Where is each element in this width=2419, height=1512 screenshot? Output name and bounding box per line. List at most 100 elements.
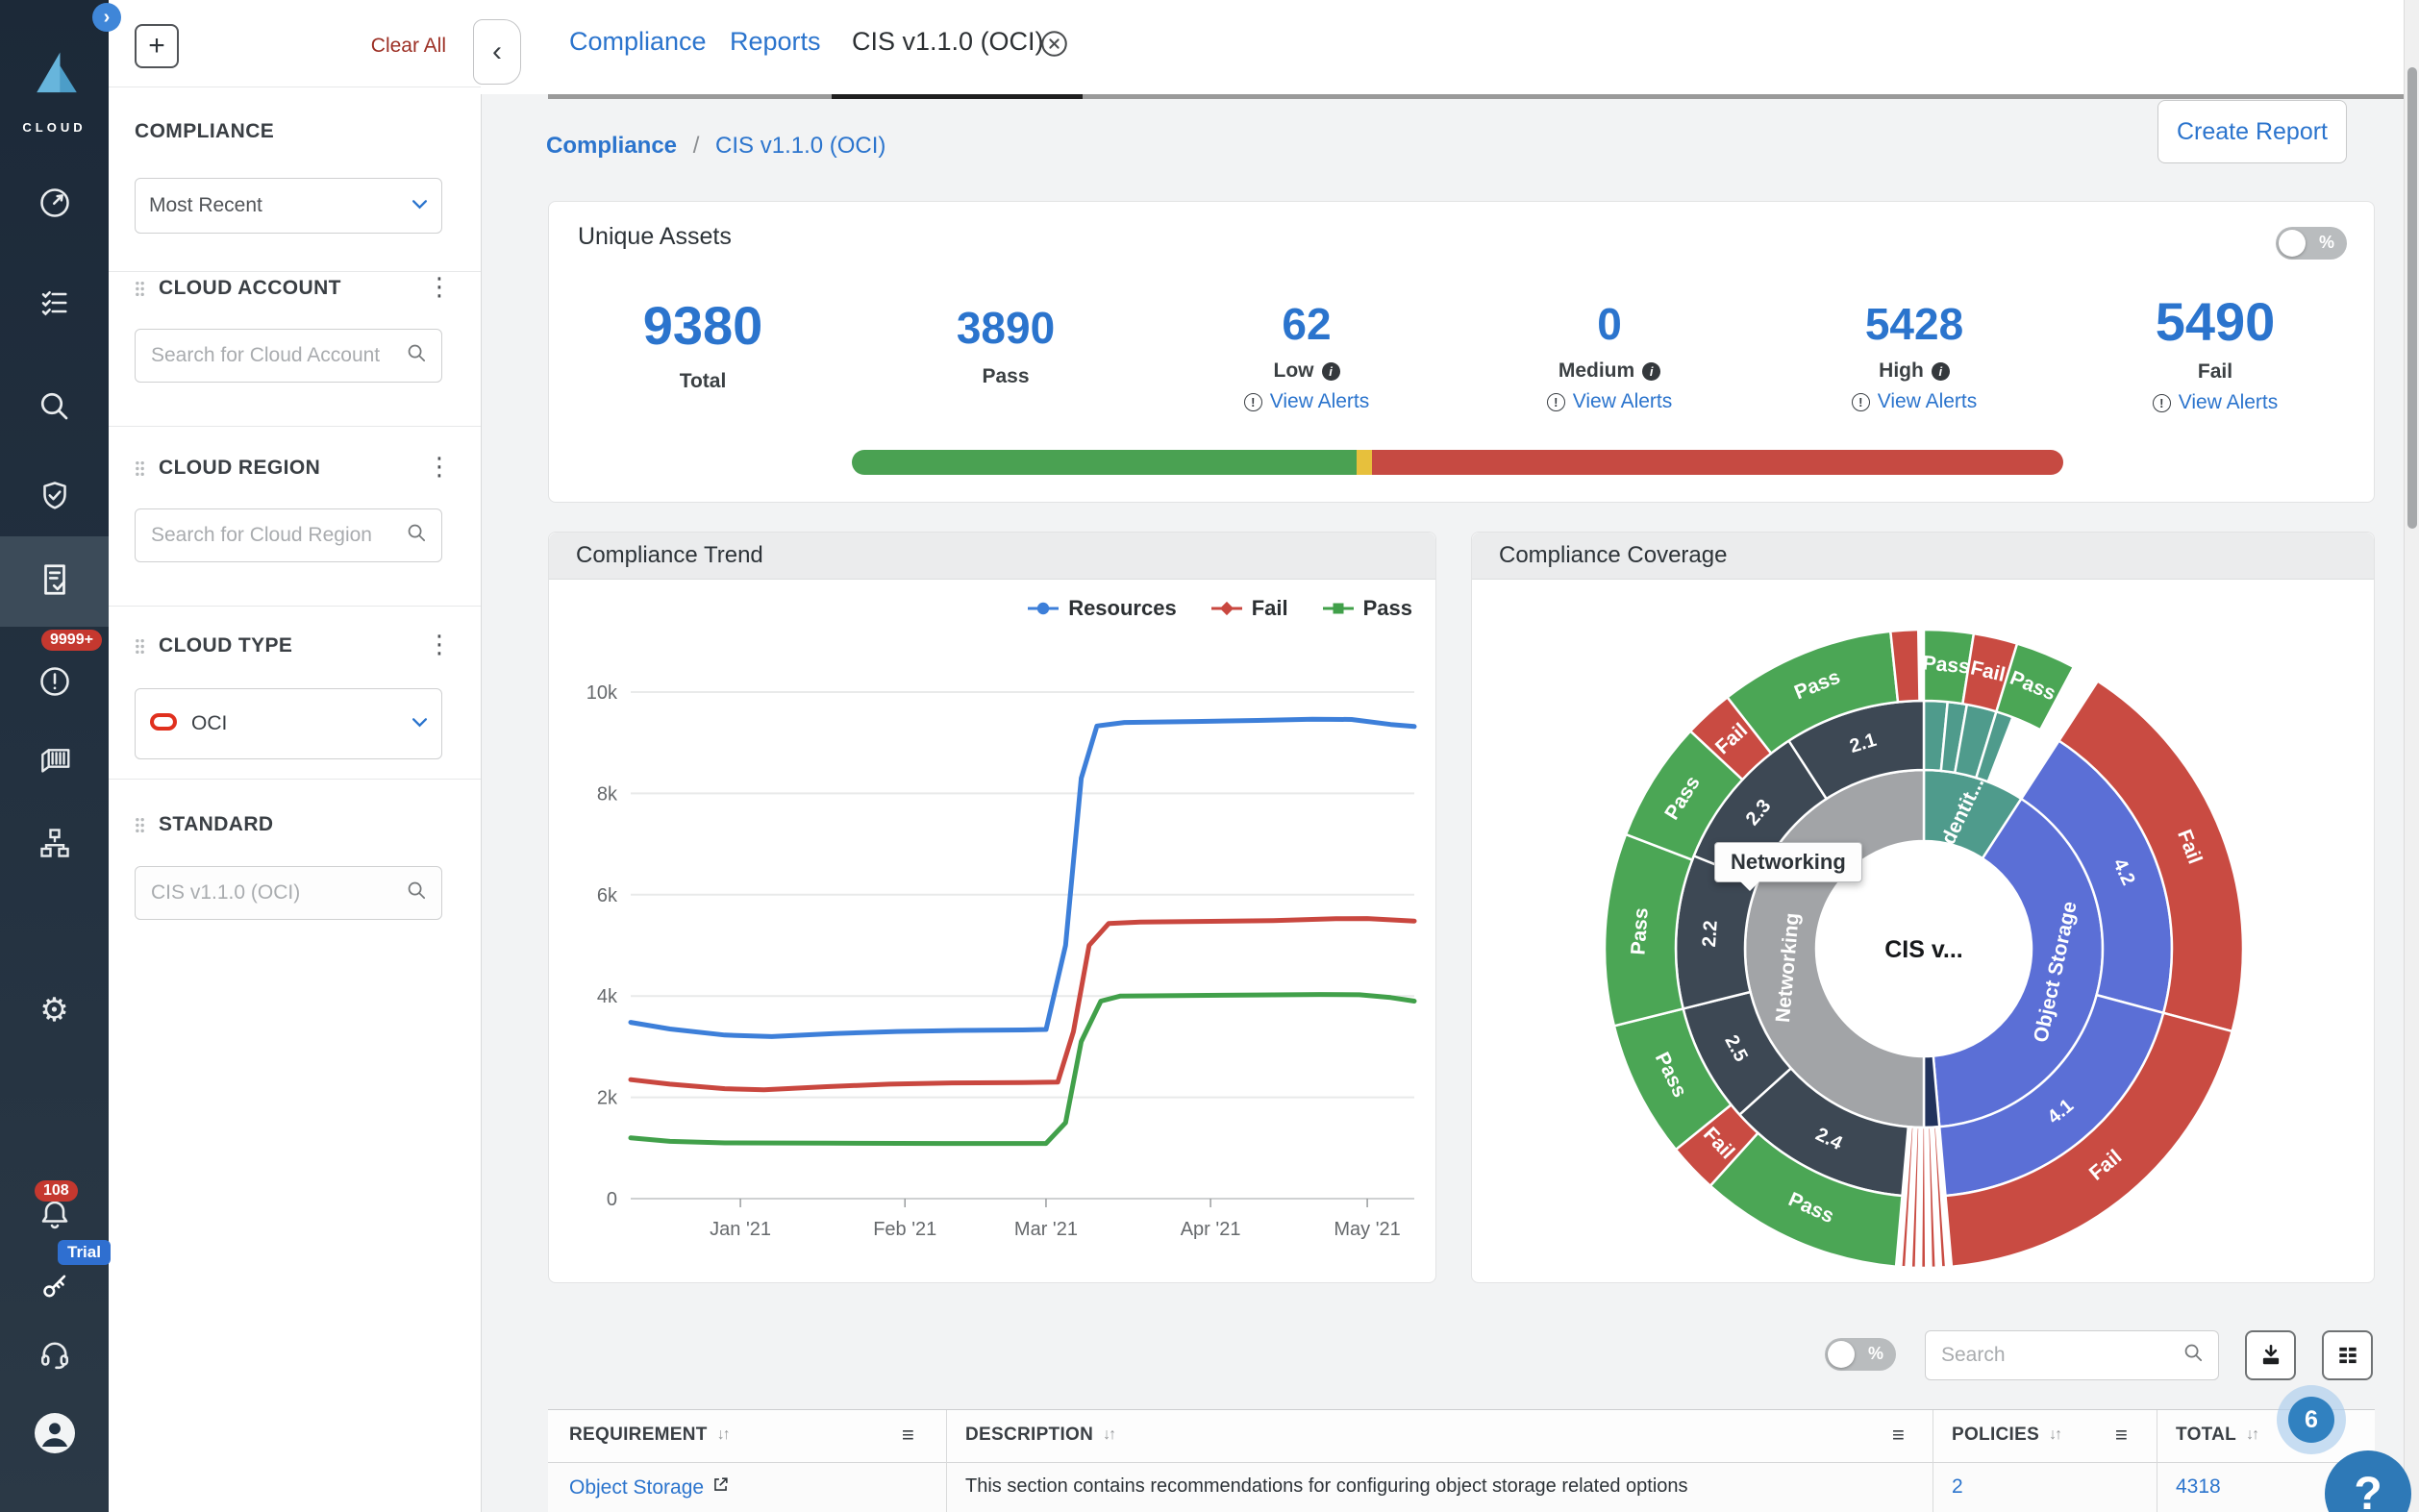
table-row-requirement-cell: Object Storage — [569, 1475, 730, 1500]
drag-handle-icon[interactable] — [135, 281, 145, 302]
help-notification-badge[interactable]: 6 — [2288, 1397, 2334, 1443]
search-icon — [406, 522, 428, 549]
add-filter-button[interactable]: + — [135, 24, 179, 68]
cloud-region-menu-icon[interactable]: ⋮ — [427, 452, 452, 481]
sidebar-item-policies[interactable] — [0, 263, 109, 346]
cloud-account-search-input[interactable] — [149, 343, 406, 368]
compliance-sort-select[interactable]: Most Recent — [135, 178, 442, 234]
networking-tooltip: Networking — [1714, 842, 1862, 891]
sidebar-item-licensing[interactable] — [0, 1246, 109, 1328]
toggle-knob — [2279, 230, 2306, 257]
table-header-row — [548, 1410, 2375, 1463]
page-scrollbar[interactable] — [2404, 0, 2419, 1512]
svg-text:Pass: Pass — [1922, 652, 1971, 678]
create-report-button[interactable]: Create Report — [2157, 100, 2347, 163]
stat-fail: 5490 Fail ! View Alerts — [2066, 202, 2364, 414]
compliance-sort-value: Most Recent — [149, 194, 262, 216]
cloud-type-select[interactable]: OCI — [135, 688, 442, 759]
view-alerts-medium-link[interactable]: ! View Alerts — [1460, 390, 1758, 413]
table-row-total-cell[interactable]: 4318 — [2176, 1475, 2221, 1498]
sort-icon[interactable]: ↓↑ — [716, 1426, 731, 1443]
stat-pass: 3890 Pass — [857, 202, 1155, 388]
alert-outline-icon: ! — [1546, 392, 1565, 411]
legend-fail[interactable]: Fail — [1210, 596, 1288, 621]
column-header-description[interactable]: DESCRIPTION ↓↑ — [965, 1425, 1116, 1446]
sidebar-expand-icon[interactable]: › — [92, 3, 121, 32]
external-link-icon[interactable] — [711, 1475, 730, 1500]
drag-handle-icon[interactable] — [135, 460, 145, 482]
sidebar-item-settings[interactable]: ⚙ — [0, 969, 109, 1052]
sidebar-item-security[interactable] — [0, 457, 109, 539]
close-tab-icon[interactable] — [1039, 29, 1069, 63]
view-alerts-fail-link[interactable]: ! View Alerts — [2066, 391, 2364, 414]
sidebar-item-alerts[interactable] — [0, 642, 109, 725]
percent-toggle[interactable]: % — [2276, 227, 2347, 260]
clear-all-filters-button[interactable]: Clear All — [370, 35, 446, 57]
stat-low: 62 Low i ! View Alerts — [1158, 202, 1456, 413]
divider — [109, 426, 481, 427]
stat-pass-value: 3890 — [956, 303, 1056, 353]
table-percent-toggle[interactable]: % — [1825, 1338, 1896, 1371]
column-menu-icon[interactable]: ≡ — [2115, 1423, 2128, 1447]
search-icon — [406, 342, 428, 369]
help-button[interactable]: ? — [2325, 1450, 2411, 1512]
column-header-requirement[interactable]: REQUIREMENT ↓↑ — [569, 1425, 731, 1446]
cloud-account-menu-icon[interactable]: ⋮ — [427, 272, 452, 301]
breadcrumb-compliance-link[interactable]: Compliance — [546, 133, 678, 159]
container-icon — [37, 740, 73, 781]
sort-icon[interactable]: ↓↑ — [2049, 1426, 2062, 1443]
column-settings-button[interactable] — [2322, 1330, 2373, 1380]
sidebar-item-compliance-active[interactable] — [0, 536, 109, 627]
download-icon — [2262, 1344, 2279, 1365]
notifications-count-badge: 108 — [35, 1180, 78, 1202]
legend-resources-label: Resources — [1068, 596, 1177, 620]
tab-reports[interactable]: Reports — [730, 27, 821, 56]
sidebar-item-support[interactable] — [0, 1315, 109, 1398]
sidebar-item-profile[interactable] — [0, 1392, 109, 1475]
app-logo-icon[interactable] — [32, 46, 82, 107]
filter-section-compliance-title: COMPLIANCE — [135, 120, 275, 142]
chevron-down-icon — [411, 197, 428, 214]
column-header-total-label: TOTAL — [2176, 1425, 2237, 1445]
sort-icon[interactable]: ↓↑ — [2246, 1426, 2259, 1443]
table-row-policies-cell[interactable]: 2 — [1952, 1475, 1963, 1498]
percent-label: % — [1867, 1344, 1883, 1363]
bell-icon — [37, 1197, 72, 1236]
cloud-region-search-input[interactable] — [149, 523, 406, 548]
view-alerts-low-link[interactable]: ! View Alerts — [1158, 390, 1456, 413]
sidebar-item-containers[interactable] — [0, 719, 109, 802]
avatar — [34, 1413, 75, 1453]
column-header-total[interactable]: TOTAL ↓↑ — [2176, 1425, 2259, 1446]
info-icon[interactable]: i — [1642, 361, 1661, 381]
standard-search-input[interactable] — [149, 880, 406, 905]
sidebar-item-dashboard[interactable] — [0, 163, 109, 246]
tab-compliance[interactable]: Compliance — [569, 27, 707, 56]
sidebar-item-investigate[interactable] — [0, 367, 109, 450]
object-storage-link[interactable]: Object Storage — [569, 1475, 705, 1499]
view-alerts-high-link[interactable]: ! View Alerts — [1765, 390, 2063, 413]
sort-icon[interactable]: ↓↑ — [1103, 1426, 1116, 1443]
search-icon — [37, 389, 72, 429]
network-topology-icon — [37, 826, 72, 865]
drag-handle-icon[interactable] — [135, 817, 145, 838]
drag-handle-icon[interactable] — [135, 638, 145, 659]
sidebar-item-network[interactable] — [0, 804, 109, 886]
column-header-policies[interactable]: POLICIES ↓↑ — [1952, 1425, 2062, 1446]
column-menu-icon[interactable]: ≡ — [902, 1423, 914, 1447]
legend-fail-label: Fail — [1251, 596, 1288, 620]
download-button[interactable] — [2245, 1330, 2296, 1380]
legend-pass[interactable]: Pass — [1321, 596, 1412, 621]
scrollbar-thumb[interactable] — [2407, 67, 2417, 529]
coverage-sunburst-chart[interactable]: Identit...Object StorageNetworking4.24.1… — [1472, 579, 2374, 1282]
collapse-filter-panel-button[interactable]: ‹ — [473, 19, 521, 85]
table-search-input[interactable] — [1939, 1343, 2182, 1368]
cloud-type-menu-icon[interactable]: ⋮ — [427, 630, 452, 658]
sidebar-item-notifications[interactable] — [0, 1175, 109, 1257]
column-menu-icon[interactable]: ≡ — [1892, 1423, 1905, 1447]
legend-resources[interactable]: Resources — [1026, 596, 1177, 621]
breadcrumb-current: CIS v1.1.0 (OCI) — [715, 133, 886, 159]
info-icon[interactable]: i — [1321, 361, 1340, 381]
tab-cis-v110-oci[interactable]: CIS v1.1.0 (OCI) — [852, 27, 1044, 56]
info-icon[interactable]: i — [1931, 361, 1950, 381]
